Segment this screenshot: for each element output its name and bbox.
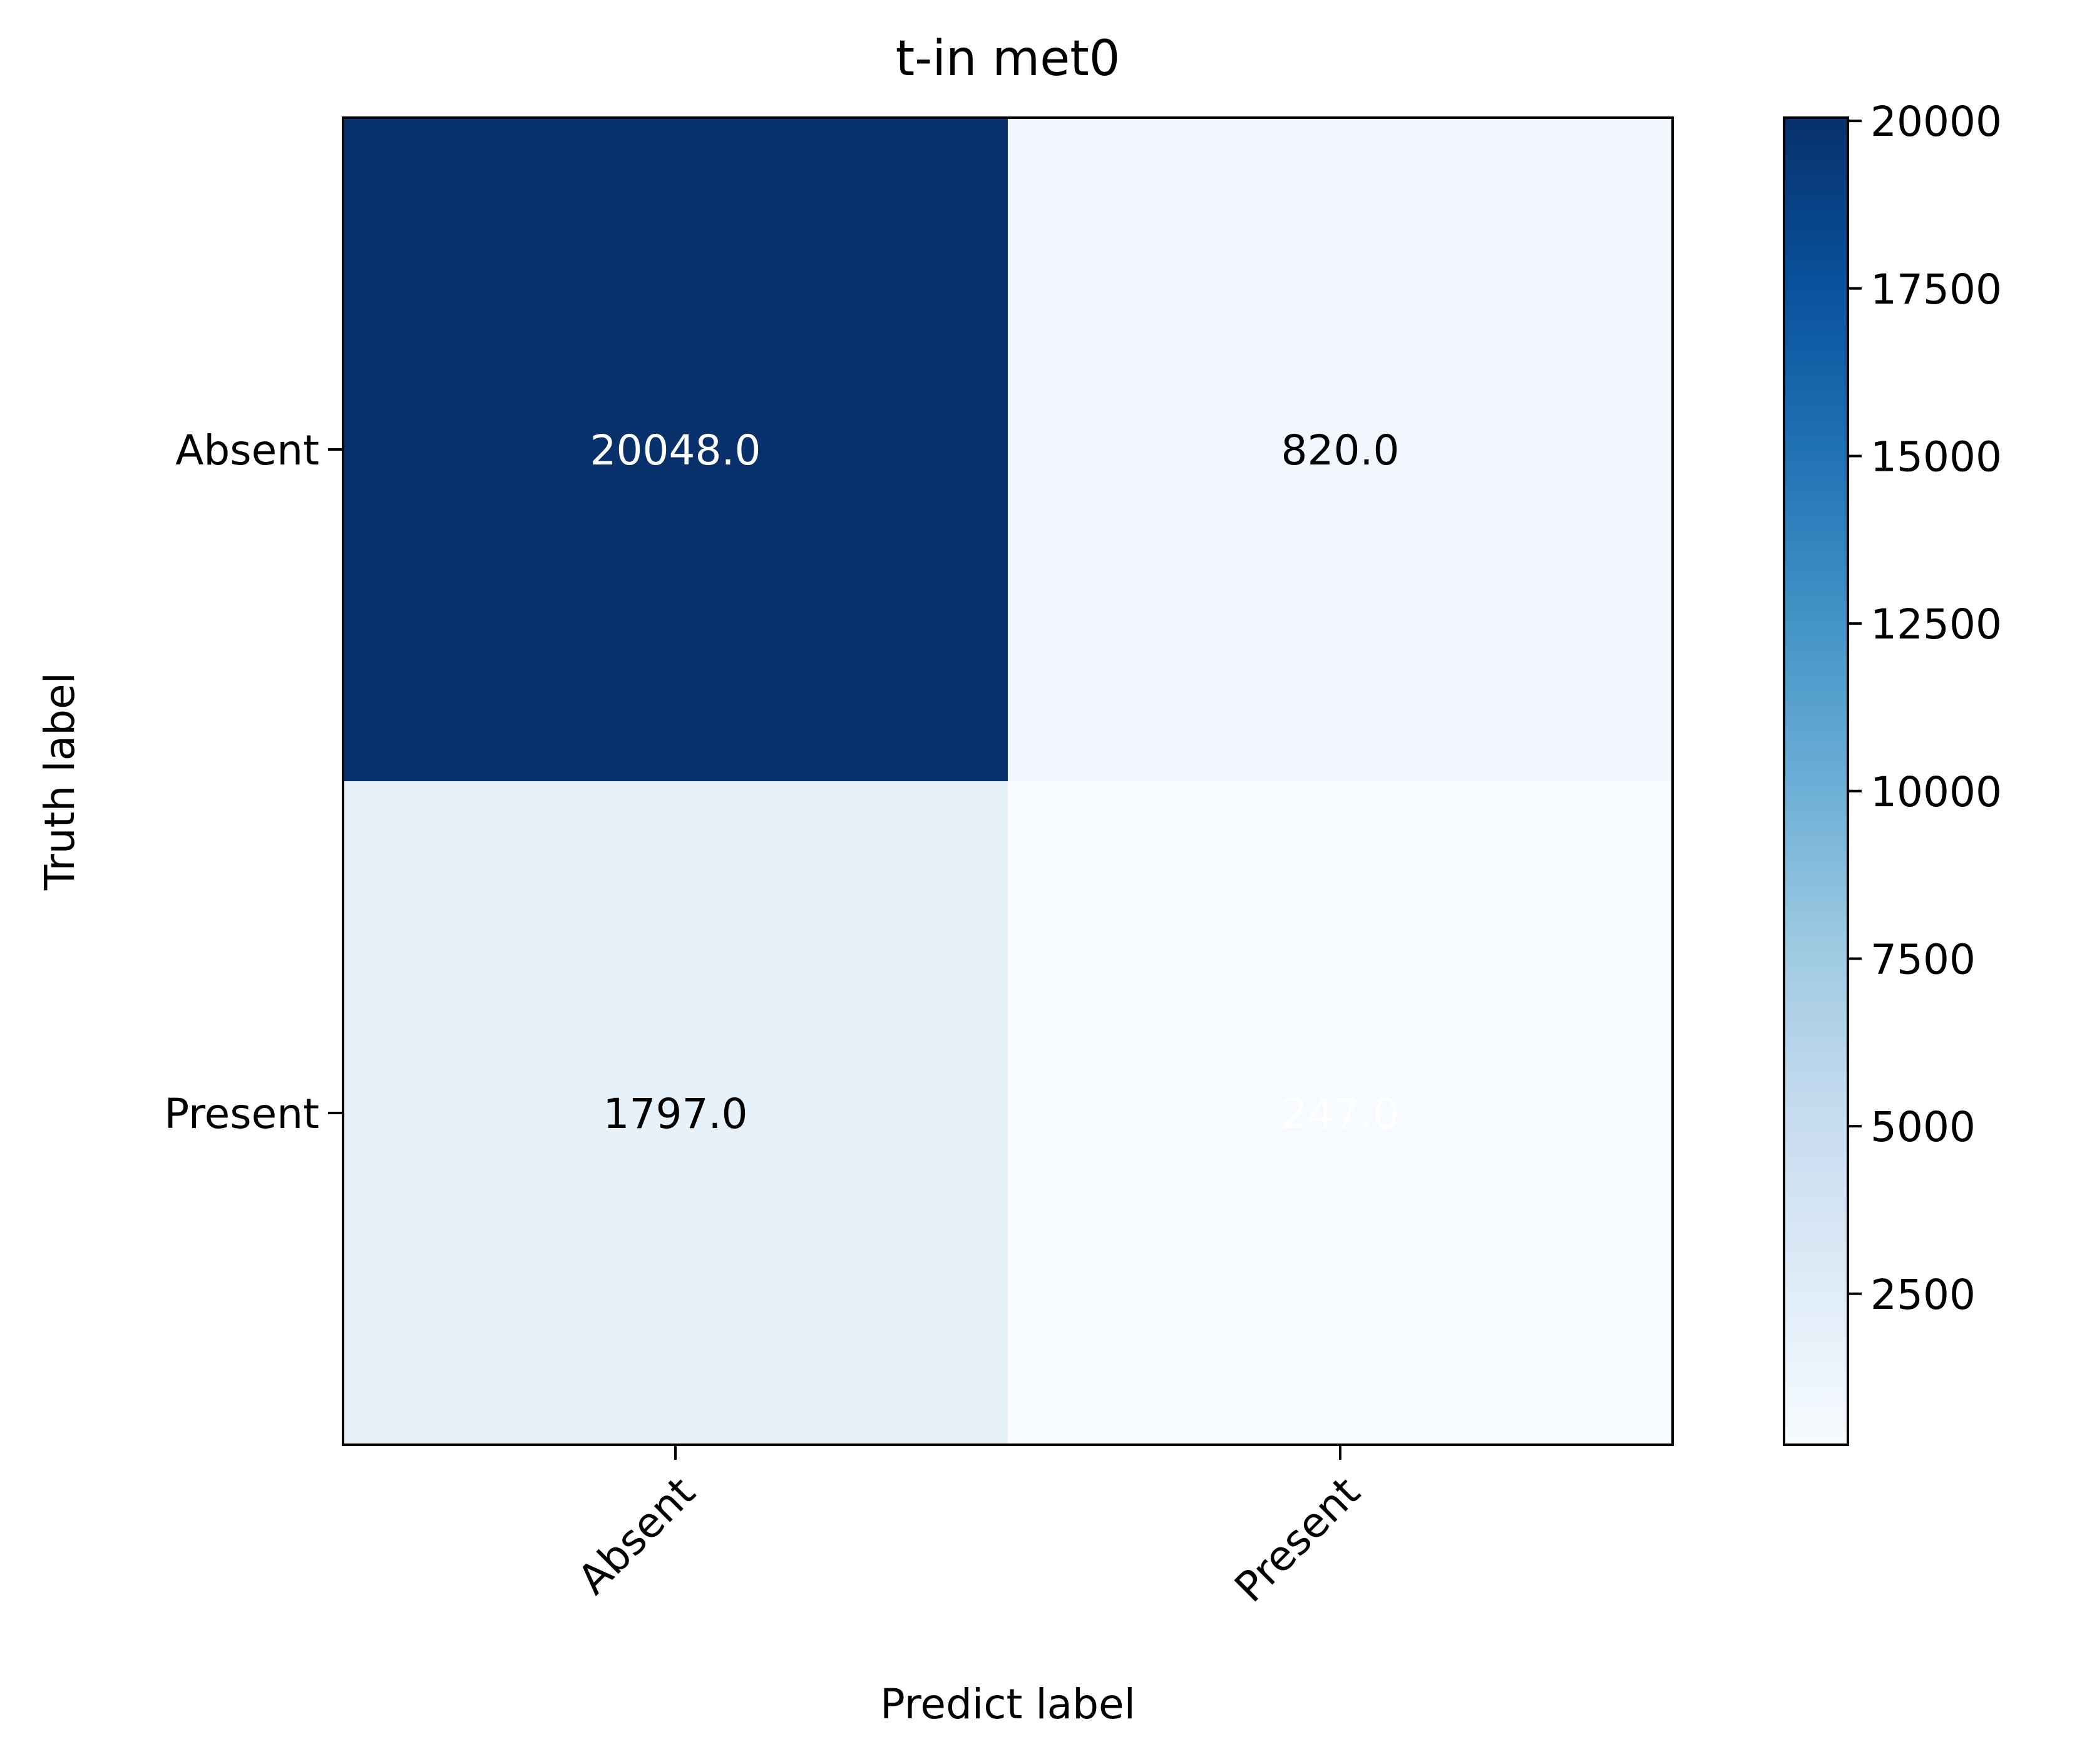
colorbar-tick-label: 10000	[1870, 768, 2002, 816]
colorbar-tick-label: 5000	[1870, 1103, 1976, 1151]
y-tick-label: Absent	[175, 426, 319, 474]
heatmap-cell-labels: 20048.0 820.0 1797.0 247.0	[590, 426, 1400, 1138]
colorbar-tick-label: 7500	[1870, 935, 1976, 983]
y-axis-label: Truth label	[36, 672, 84, 891]
colorbar	[1783, 116, 1849, 1446]
x-tick-label: Absent	[568, 1468, 704, 1604]
colorbar-tick-label: 20000	[1870, 98, 2002, 146]
heatmap-cell	[343, 781, 1008, 1445]
cell-value-label: 1797.0	[603, 1090, 748, 1138]
cell-value-label: 247.0	[1281, 1090, 1400, 1138]
x-axis-label: Predict label	[880, 1680, 1136, 1728]
colorbar-tick-label: 15000	[1870, 433, 2002, 481]
heatmap-cells	[343, 118, 1673, 1445]
colorbar-tick-label: 17500	[1870, 265, 2002, 314]
cell-value-label: 820.0	[1281, 426, 1400, 474]
colorbar-ticks: 2500 5000 7500 10000 12500 15000 17500 20000	[1848, 98, 2002, 1319]
y-tick-label: Present	[164, 1090, 319, 1138]
x-tick-label: Present	[1226, 1468, 1370, 1612]
chart-title: t-in met0	[896, 31, 1120, 87]
heatmap-cell	[1008, 781, 1673, 1445]
x-axis: Absent Present	[568, 1445, 1369, 1611]
colorbar-tick-label: 12500	[1870, 600, 2002, 649]
heatmap-cell	[343, 118, 1008, 782]
plot-frame	[342, 116, 1674, 1446]
colorbar-tick-label: 2500	[1870, 1271, 1976, 1319]
heatmap-cell	[1008, 118, 1673, 782]
cell-value-label: 20048.0	[590, 426, 761, 474]
y-axis: Absent Present	[164, 426, 343, 1138]
